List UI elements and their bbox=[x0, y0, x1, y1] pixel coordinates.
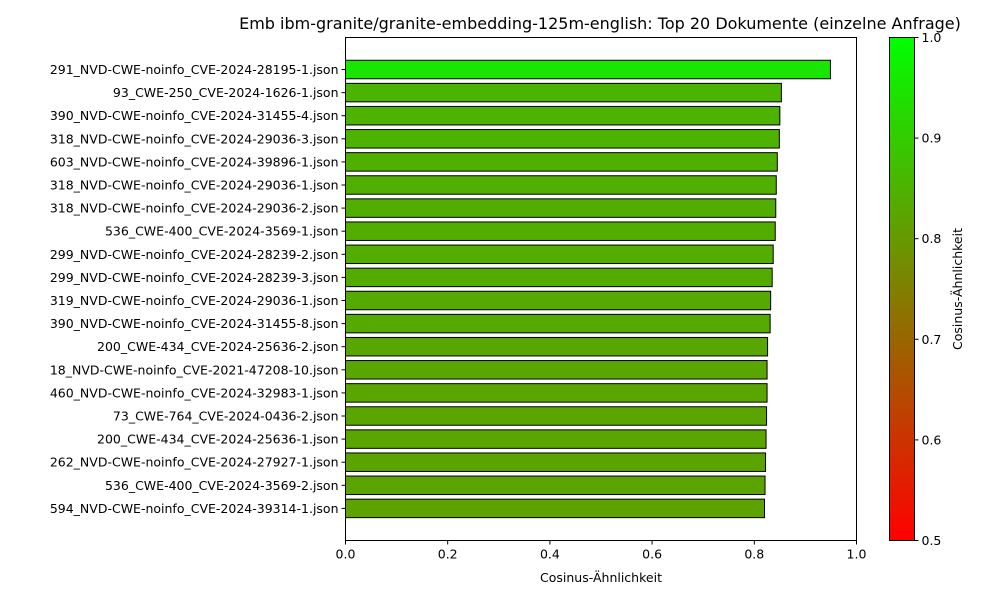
y-tick-label: 318_NVD-CWE-noinfo_CVE-2024-29036-2.json bbox=[50, 201, 339, 216]
bar bbox=[345, 221, 776, 241]
y-tick-label: 536_CWE-400_CVE-2024-3569-2.json bbox=[105, 478, 339, 493]
y-tick-label: 319_NVD-CWE-noinfo_CVE-2024-29036-1.json bbox=[50, 293, 339, 308]
bar bbox=[345, 198, 777, 218]
bar bbox=[345, 429, 767, 449]
x-tick-label: 0.2 bbox=[438, 547, 458, 562]
y-tick-labels: 291_NVD-CWE-noinfo_CVE-2024-28195-1.json… bbox=[50, 62, 346, 516]
x-tick-label: 0.8 bbox=[744, 547, 764, 562]
bar bbox=[345, 152, 778, 172]
bar bbox=[345, 383, 768, 403]
bar bbox=[345, 105, 781, 126]
y-tick-label: 200_CWE-434_CVE-2024-25636-2.json bbox=[97, 339, 338, 354]
colorbar-ticks: 0.5 0.6 0.7 0.8 0.9 1.0 bbox=[914, 30, 942, 548]
colorbar-tick-label: 0.6 bbox=[922, 432, 942, 447]
y-tick-label: 291_NVD-CWE-noinfo_CVE-2024-28195-1.json bbox=[50, 62, 339, 77]
colorbar-tick-label: 0.5 bbox=[922, 533, 942, 548]
y-tick-label: 18_NVD-CWE-noinfo_CVE-2021-47208-10.json bbox=[50, 362, 339, 377]
colorbar-tick-label: 0.9 bbox=[922, 131, 942, 146]
bar bbox=[345, 175, 777, 195]
bar bbox=[345, 129, 780, 149]
x-axis-label: Cosinus-Ähnlichkeit bbox=[540, 570, 662, 585]
y-tick-label: 536_CWE-400_CVE-2024-3569-1.json bbox=[105, 224, 339, 239]
y-tick-label: 73_CWE-764_CVE-2024-0436-2.json bbox=[113, 409, 339, 424]
colorbar-label: Cosinus-Ähnlichkeit bbox=[950, 228, 965, 350]
bar bbox=[345, 360, 768, 380]
x-tick-label: 1.0 bbox=[847, 547, 867, 562]
colorbar-tick-label: 1.0 bbox=[922, 30, 942, 45]
bar bbox=[345, 244, 774, 265]
bar bbox=[345, 452, 767, 472]
bar bbox=[345, 59, 831, 80]
colorbar-tick-label: 0.8 bbox=[922, 231, 942, 246]
y-tick-label: 594_NVD-CWE-noinfo_CVE-2024-39314-1.json bbox=[50, 501, 339, 516]
x-tick-label: 0.4 bbox=[540, 547, 560, 562]
y-tick-label: 93_CWE-250_CVE-2024-1626-1.json bbox=[113, 85, 339, 100]
colorbar-tick-label: 0.7 bbox=[922, 332, 942, 347]
y-tick-label: 390_NVD-CWE-noinfo_CVE-2024-31455-8.json bbox=[50, 316, 339, 331]
y-tick-label: 299_NVD-CWE-noinfo_CVE-2024-28239-3.json bbox=[50, 270, 339, 285]
bar bbox=[345, 313, 771, 334]
y-tick-label: 603_NVD-CWE-noinfo_CVE-2024-39896-1.json bbox=[50, 154, 339, 169]
bar bbox=[345, 336, 769, 357]
bars-group bbox=[345, 59, 831, 519]
y-tick-label: 460_NVD-CWE-noinfo_CVE-2024-32983-1.json bbox=[50, 385, 339, 400]
chart-title: Emb ibm-granite/granite-embedding-125m-e… bbox=[239, 14, 961, 33]
x-tick-label: 0.0 bbox=[336, 547, 356, 562]
bar bbox=[345, 267, 773, 288]
bar bbox=[345, 475, 766, 496]
y-tick-label: 299_NVD-CWE-noinfo_CVE-2024-28239-2.json bbox=[50, 247, 339, 262]
y-tick-label: 262_NVD-CWE-noinfo_CVE-2024-27927-1.json bbox=[50, 455, 339, 470]
colorbar bbox=[889, 37, 915, 541]
x-ticks: 0.0 0.2 0.4 0.6 0.8 1.0 bbox=[336, 540, 867, 562]
bar bbox=[345, 82, 782, 103]
y-tick-label: 318_NVD-CWE-noinfo_CVE-2024-29036-1.json bbox=[50, 178, 339, 193]
plot-frame bbox=[345, 37, 857, 541]
bar bbox=[345, 290, 772, 311]
y-tick-label: 318_NVD-CWE-noinfo_CVE-2024-29036-3.json bbox=[50, 131, 339, 146]
y-tick-label: 390_NVD-CWE-noinfo_CVE-2024-31455-4.json bbox=[50, 108, 339, 123]
bar bbox=[345, 406, 768, 426]
bar bbox=[345, 498, 766, 519]
x-tick-label: 0.6 bbox=[642, 547, 662, 562]
y-tick-label: 200_CWE-434_CVE-2024-25636-1.json bbox=[97, 432, 338, 447]
